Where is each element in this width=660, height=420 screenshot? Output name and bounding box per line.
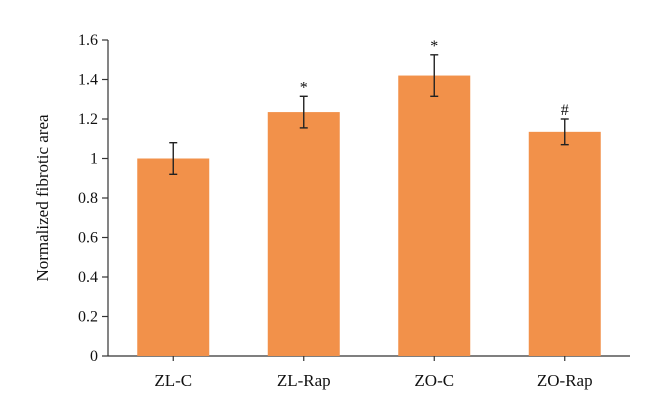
y-tick-label: 0.6: [78, 230, 98, 247]
x-tick-label: ZO-C: [414, 371, 454, 390]
y-tick-label: 0.8: [78, 190, 98, 207]
bars: * * #: [137, 38, 601, 357]
bar: [267, 112, 340, 357]
y-tick-label: 0.2: [78, 309, 98, 326]
y-axis-label: Normalized fibrotic area: [33, 114, 52, 282]
x-tick-label: ZO-Rap: [537, 371, 593, 390]
bar: [137, 158, 210, 356]
y-tick-label: 1.6: [78, 32, 98, 49]
x-axis-tick-labels: ZL-C ZL-Rap ZO-C ZO-Rap: [154, 356, 593, 390]
y-tick-label: 1: [90, 151, 98, 168]
x-tick-label: ZL-Rap: [277, 371, 331, 390]
significance-marker: #: [561, 102, 569, 119]
bar: [398, 75, 471, 357]
y-tick-label: 0.4: [78, 269, 98, 286]
bar: [528, 131, 601, 356]
y-axis-ticks: 0 0.2 0.4 0.6 0.8 1 1.2 1.4 1.6: [78, 32, 108, 365]
y-tick-label: 0: [90, 348, 98, 365]
y-tick-label: 1.2: [78, 111, 98, 128]
significance-marker: *: [430, 38, 438, 55]
significance-marker: *: [300, 79, 308, 96]
x-tick-label: ZL-C: [154, 371, 192, 390]
y-tick-label: 1.4: [78, 72, 98, 89]
